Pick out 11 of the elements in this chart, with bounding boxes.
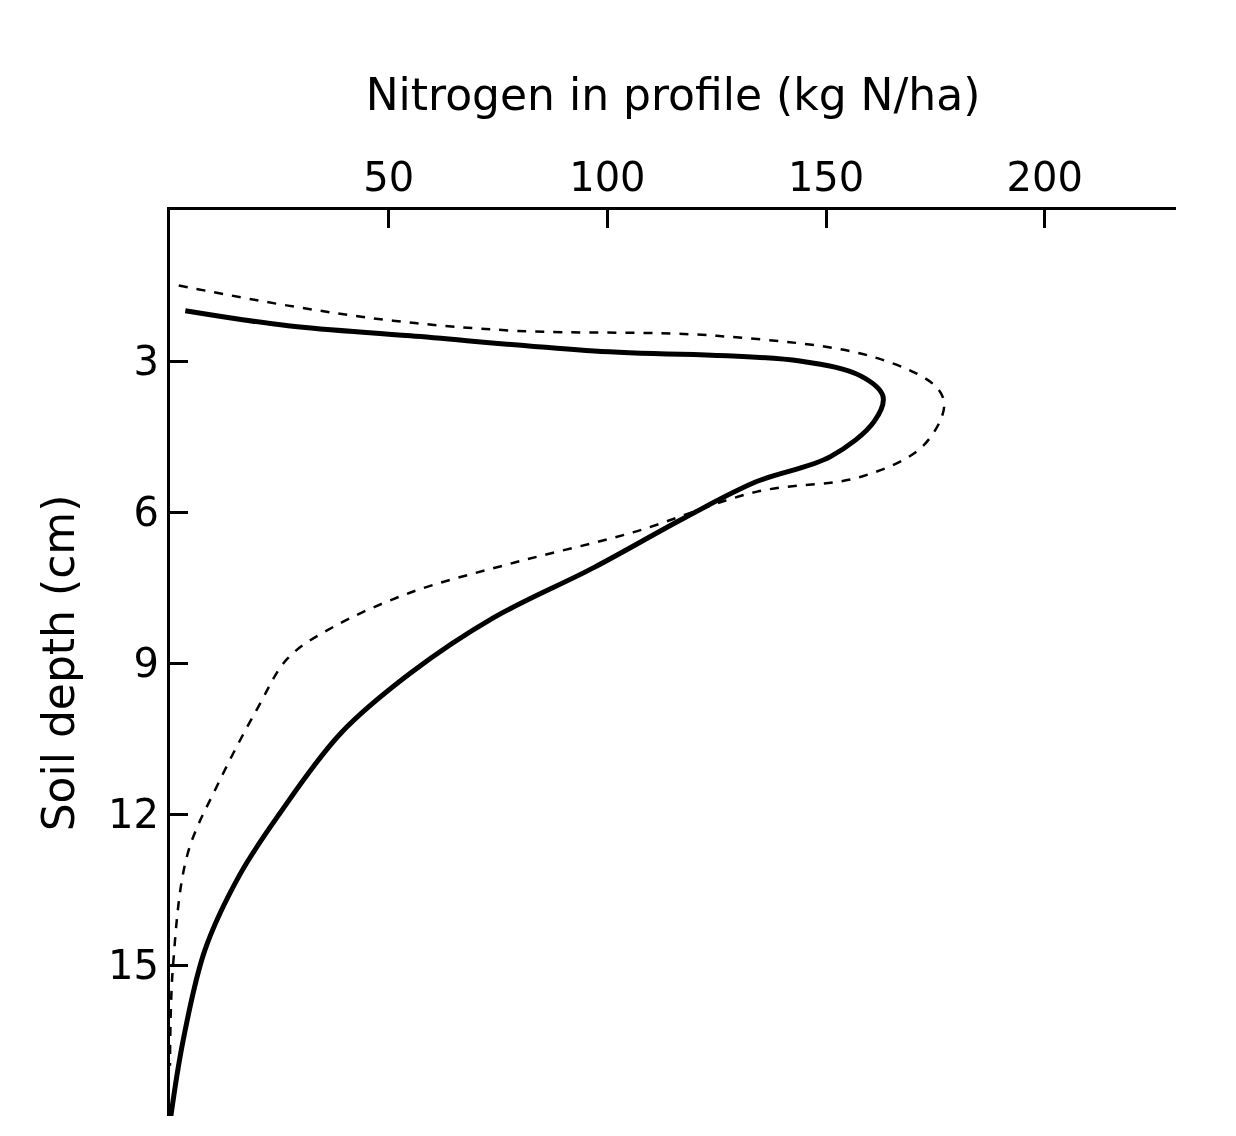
x-tick-label: 50 bbox=[363, 154, 415, 200]
y-tick-label: 3 bbox=[133, 338, 159, 384]
x-tick-label: 150 bbox=[787, 154, 865, 200]
x-tick-label: 200 bbox=[1006, 154, 1083, 200]
y-tick-label: 6 bbox=[133, 489, 159, 535]
y-tick-label: 15 bbox=[108, 942, 159, 988]
y-tick-label: 12 bbox=[108, 791, 159, 837]
y-tick-label: 9 bbox=[133, 640, 159, 686]
x-axis-title: Nitrogen in profile (kg N/ha) bbox=[365, 69, 981, 121]
y-axis-title: Soil depth (cm) bbox=[33, 494, 85, 832]
x-tick-label: 100 bbox=[569, 154, 646, 200]
